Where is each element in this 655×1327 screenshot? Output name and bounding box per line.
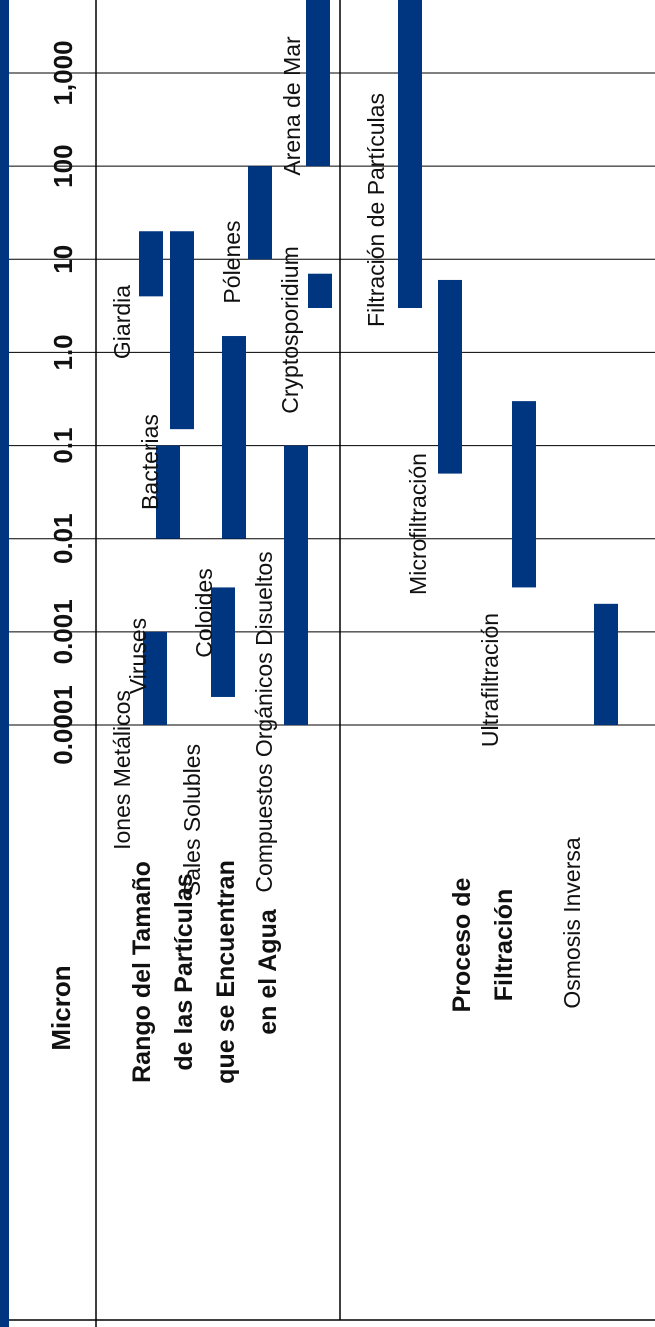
bar-label-viruses: Viruses: [125, 618, 151, 694]
bar-arena-de-mar: [306, 0, 330, 167]
bar-label-bacterias: Bacterias: [137, 414, 163, 510]
bar-label-filtraci-n-de-part-culas: Filtración de Partículas: [363, 93, 389, 327]
bar-giardia: [139, 231, 163, 297]
bar-sales-solubles: [211, 587, 235, 697]
tick-labels: 0.0001 0.001 0.01 0.1 1.0 10 100 1,000: [48, 40, 78, 764]
bar-label-microfiltraci-n: Microfiltración: [405, 453, 431, 595]
section-title-particles: de las Partículas: [170, 873, 198, 1070]
axis-title: Micron: [46, 965, 76, 1050]
bar-bacterias: [170, 231, 194, 430]
section-title-particles: Rango del Tamaño: [128, 861, 156, 1083]
tick-label: 0.1: [48, 427, 78, 463]
bar-label-osmosis-inversa: Osmosis Inversa: [559, 837, 585, 1008]
bar-label-sales-solubles: Sales Solubles: [179, 744, 205, 896]
section-titles: Micron Rango del Tamaño de las Partículas q…: [46, 860, 518, 1084]
section-title-processes: Filtración: [490, 889, 518, 1002]
section-title-processes: Proceso de: [448, 878, 476, 1013]
bar-iones-met-licos: [143, 631, 167, 725]
tick-label: 10: [48, 245, 78, 274]
bar-label-giardia: Giardia: [109, 285, 135, 359]
section-title-particles: en el Agua: [254, 908, 282, 1035]
bar-label-coloides: Coloides: [191, 568, 217, 658]
bar-p-lenes: [248, 166, 272, 260]
bar-label-p-lenes: Pólenes: [219, 220, 245, 303]
bar-compuestos-org-nicos-disueltos: [284, 445, 308, 725]
section-title-particles: que se Encuentran: [212, 860, 240, 1084]
tick-label: 0.0001: [48, 685, 78, 765]
bar-cryptosporidium: [308, 273, 332, 308]
bar-label-iones-met-licos: Iones Metálicos: [109, 690, 135, 850]
bar-microfiltraci-n: [438, 279, 462, 474]
grid-lines: [9, 72, 655, 726]
bar-coloides: [222, 336, 246, 539]
bar-ultrafiltraci-n: [512, 401, 536, 588]
tick-label: 1.0: [48, 334, 78, 370]
bar-label-ultrafiltraci-n: Ultrafiltración: [477, 613, 503, 747]
tick-label: 0.01: [48, 513, 78, 564]
bar-filtraci-n-de-part-culas: [398, 0, 422, 308]
bar-osmosis-inversa: [594, 603, 618, 725]
left-border: [0, 0, 9, 1327]
range-bars: [139, 0, 618, 725]
bar-viruses: [156, 445, 180, 539]
bar-label-arena-de-mar: Arena de Mar: [279, 36, 305, 176]
bar-labels: Iones Metálicos Sales Solubles Compuestos …: [109, 36, 585, 1009]
bar-label-compuestos-org-nicos-disueltos: Compuestos Orgánicos Disueltos: [251, 551, 277, 892]
tick-label: 0.001: [48, 599, 78, 664]
tick-label: 1,000: [48, 40, 78, 105]
tick-label: 100: [48, 144, 78, 187]
bar-label-cryptosporidium: Cryptosporidium: [277, 246, 303, 413]
